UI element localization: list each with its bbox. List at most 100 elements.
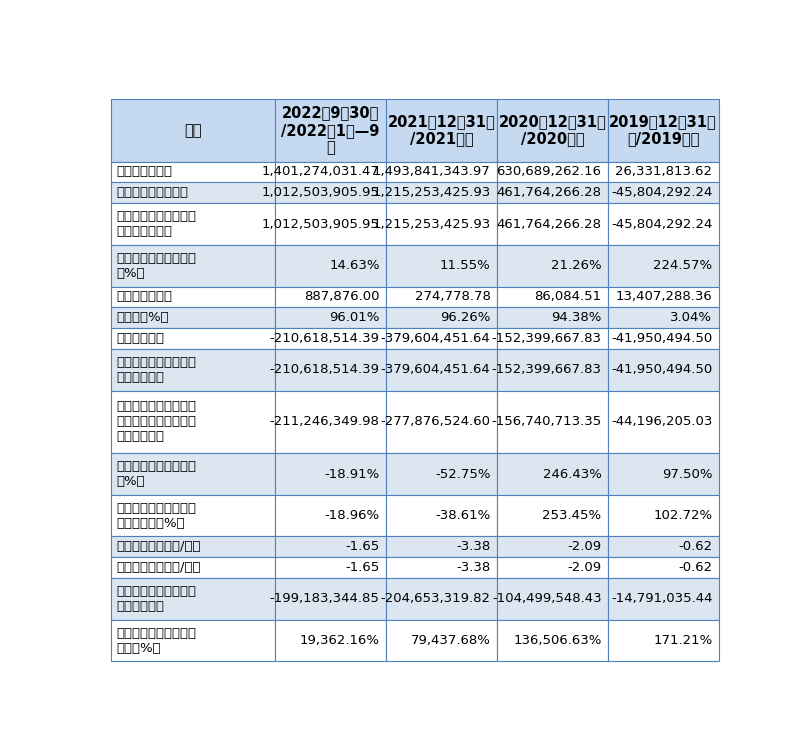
Text: 营业收入（元）: 营业收入（元） bbox=[116, 291, 173, 303]
Text: 资产总计（元）: 资产总计（元） bbox=[116, 166, 173, 178]
Polygon shape bbox=[111, 245, 275, 287]
Polygon shape bbox=[497, 620, 608, 661]
Polygon shape bbox=[275, 307, 386, 328]
Polygon shape bbox=[111, 557, 275, 578]
Polygon shape bbox=[497, 307, 608, 328]
Polygon shape bbox=[497, 453, 608, 495]
Polygon shape bbox=[275, 620, 386, 661]
Polygon shape bbox=[386, 99, 497, 162]
Polygon shape bbox=[497, 557, 608, 578]
Polygon shape bbox=[608, 453, 718, 495]
Polygon shape bbox=[608, 162, 718, 182]
Text: -2.09: -2.09 bbox=[567, 541, 602, 553]
Text: 461,764,266.28: 461,764,266.28 bbox=[497, 186, 602, 200]
Polygon shape bbox=[497, 391, 608, 453]
Text: -18.96%: -18.96% bbox=[324, 509, 379, 522]
Polygon shape bbox=[386, 453, 497, 495]
Polygon shape bbox=[275, 536, 386, 557]
Text: -18.91%: -18.91% bbox=[324, 468, 379, 480]
Text: 630,689,262.16: 630,689,262.16 bbox=[497, 166, 602, 178]
Polygon shape bbox=[275, 99, 386, 162]
Text: 股东权益合计（元）: 股东权益合计（元） bbox=[116, 186, 188, 200]
Text: -0.62: -0.62 bbox=[678, 561, 713, 575]
Text: -210,618,514.39: -210,618,514.39 bbox=[269, 364, 379, 376]
Text: -0.62: -0.62 bbox=[678, 541, 713, 553]
Text: -41,950,494.50: -41,950,494.50 bbox=[611, 364, 713, 376]
Polygon shape bbox=[111, 182, 275, 203]
Text: 224.57%: 224.57% bbox=[654, 259, 713, 272]
Text: -277,876,524.60: -277,876,524.60 bbox=[380, 416, 490, 428]
Polygon shape bbox=[275, 578, 386, 620]
Text: 136,506.63%: 136,506.63% bbox=[513, 634, 602, 647]
Text: 归属于母公司所有者的
净利润（元）: 归属于母公司所有者的 净利润（元） bbox=[116, 356, 197, 384]
Text: 2019年12月31日
日/2019年度: 2019年12月31日 日/2019年度 bbox=[609, 114, 717, 147]
Text: -3.38: -3.38 bbox=[456, 561, 490, 575]
Text: 经营活动产生的现金流
量净额（元）: 经营活动产生的现金流 量净额（元） bbox=[116, 585, 197, 613]
Polygon shape bbox=[497, 536, 608, 557]
Polygon shape bbox=[497, 349, 608, 391]
Polygon shape bbox=[275, 391, 386, 453]
Text: 274,778.78: 274,778.78 bbox=[415, 291, 490, 303]
Polygon shape bbox=[111, 578, 275, 620]
Polygon shape bbox=[608, 391, 718, 453]
Polygon shape bbox=[111, 495, 275, 536]
Polygon shape bbox=[608, 99, 718, 162]
Text: -38.61%: -38.61% bbox=[435, 509, 490, 522]
Polygon shape bbox=[275, 453, 386, 495]
Polygon shape bbox=[275, 349, 386, 391]
Polygon shape bbox=[111, 287, 275, 307]
Text: 461,764,266.28: 461,764,266.28 bbox=[497, 218, 602, 230]
Polygon shape bbox=[111, 349, 275, 391]
Text: -379,604,451.64: -379,604,451.64 bbox=[381, 364, 490, 376]
Text: 887,876.00: 887,876.00 bbox=[304, 291, 379, 303]
Text: 研发投入占营业收入的
比例（%）: 研发投入占营业收入的 比例（%） bbox=[116, 626, 197, 654]
Text: 1,493,841,343.97: 1,493,841,343.97 bbox=[373, 166, 490, 178]
Polygon shape bbox=[275, 328, 386, 349]
Text: 97.50%: 97.50% bbox=[662, 468, 713, 480]
Text: 扣除非经常性损益后净
资产收益率（%）: 扣除非经常性损益后净 资产收益率（%） bbox=[116, 501, 197, 529]
Polygon shape bbox=[386, 287, 497, 307]
Text: 1,012,503,905.95: 1,012,503,905.95 bbox=[262, 186, 379, 200]
Polygon shape bbox=[608, 245, 718, 287]
Polygon shape bbox=[275, 495, 386, 536]
Text: 净利润（元）: 净利润（元） bbox=[116, 332, 165, 345]
Text: 26,331,813.62: 26,331,813.62 bbox=[616, 166, 713, 178]
Polygon shape bbox=[275, 182, 386, 203]
Polygon shape bbox=[497, 203, 608, 245]
Polygon shape bbox=[497, 182, 608, 203]
Text: 资产负债率（母公司）
（%）: 资产负债率（母公司） （%） bbox=[116, 252, 197, 279]
Polygon shape bbox=[608, 307, 718, 328]
Text: 2021年12月31日
/2021年度: 2021年12月31日 /2021年度 bbox=[388, 114, 495, 147]
Text: 246.43%: 246.43% bbox=[543, 468, 602, 480]
Text: -41,950,494.50: -41,950,494.50 bbox=[611, 332, 713, 345]
Polygon shape bbox=[386, 162, 497, 182]
Polygon shape bbox=[497, 495, 608, 536]
Text: -1.65: -1.65 bbox=[345, 541, 379, 553]
Polygon shape bbox=[608, 328, 718, 349]
Text: -14,791,035.44: -14,791,035.44 bbox=[611, 593, 713, 605]
Polygon shape bbox=[608, 536, 718, 557]
Text: 基本每股收益（元/股）: 基本每股收益（元/股） bbox=[116, 541, 201, 553]
Text: 14.63%: 14.63% bbox=[329, 259, 379, 272]
Polygon shape bbox=[497, 578, 608, 620]
Text: 96.26%: 96.26% bbox=[440, 311, 490, 325]
Polygon shape bbox=[608, 203, 718, 245]
Text: -152,399,667.83: -152,399,667.83 bbox=[492, 364, 602, 376]
Polygon shape bbox=[497, 99, 608, 162]
Text: -211,246,349.98: -211,246,349.98 bbox=[270, 416, 379, 428]
Polygon shape bbox=[111, 99, 275, 162]
Polygon shape bbox=[386, 245, 497, 287]
Text: 3.04%: 3.04% bbox=[671, 311, 713, 325]
Text: 1,215,253,425.93: 1,215,253,425.93 bbox=[372, 218, 490, 230]
Text: 13,407,288.36: 13,407,288.36 bbox=[616, 291, 713, 303]
Text: 1,215,253,425.93: 1,215,253,425.93 bbox=[372, 186, 490, 200]
Polygon shape bbox=[111, 453, 275, 495]
Text: 稀释每股收益（元/股）: 稀释每股收益（元/股） bbox=[116, 561, 201, 575]
Polygon shape bbox=[111, 391, 275, 453]
Polygon shape bbox=[497, 328, 608, 349]
Polygon shape bbox=[497, 287, 608, 307]
Polygon shape bbox=[386, 557, 497, 578]
Text: -45,804,292.24: -45,804,292.24 bbox=[611, 218, 713, 230]
Polygon shape bbox=[608, 287, 718, 307]
Text: 毛利率（%）: 毛利率（%） bbox=[116, 311, 169, 325]
